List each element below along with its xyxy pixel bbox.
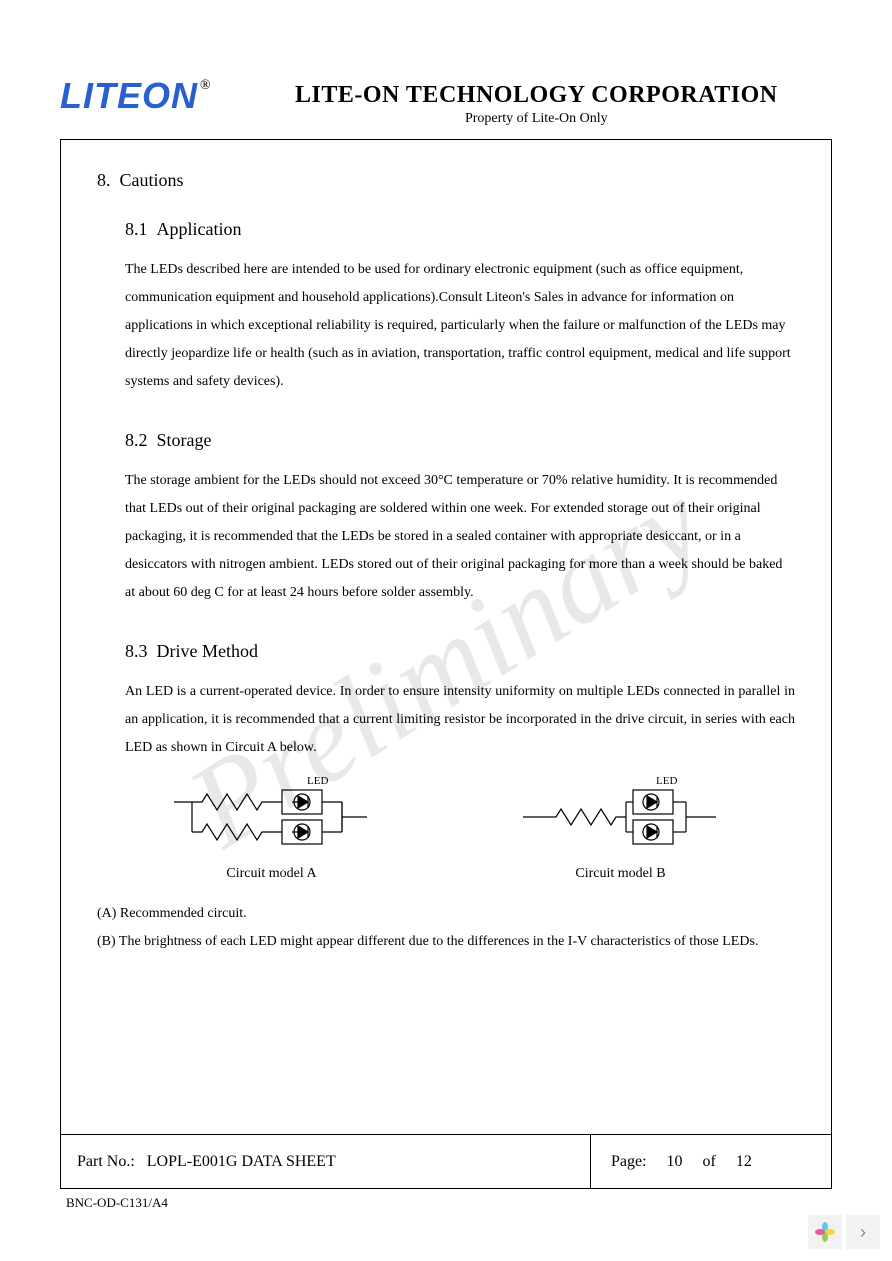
logo-text: LITEON — [60, 78, 198, 114]
registered-mark: ® — [200, 78, 211, 94]
sub-heading: 8.1 Application — [125, 219, 795, 240]
circuit-a: LED — [172, 772, 372, 882]
page-num: 10 — [667, 1153, 683, 1171]
footer-left: Part No.: LOPL-E001G DATA SHEET — [61, 1135, 591, 1188]
footer-right: Page: 10 of 12 — [591, 1135, 831, 1188]
storage-text: The storage ambient for the LEDs should … — [125, 467, 795, 607]
led-label: LED — [656, 775, 677, 787]
note-b: (B) The brightness of each LED might app… — [97, 928, 795, 956]
footer-row: Part No.: LOPL-E001G DATA SHEET Page: 10… — [61, 1134, 831, 1188]
logo: LITEON ® — [60, 78, 211, 114]
sub-title-text: Drive Method — [157, 641, 258, 661]
sub-heading: 8.3 Drive Method — [125, 641, 795, 662]
circuit-a-caption: Circuit model A — [226, 866, 316, 882]
sub-title-text: Application — [157, 219, 242, 239]
circuits-row: LED — [97, 772, 795, 882]
part-value: LOPL-E001G DATA SHEET — [147, 1153, 336, 1171]
section-title: Cautions — [120, 170, 184, 190]
sub-num: 8.2 — [125, 430, 148, 450]
sub-heading: 8.2 Storage — [125, 430, 795, 451]
subsection-application: 8.1 Application The LEDs described here … — [125, 219, 795, 396]
page-total: 12 — [736, 1153, 752, 1171]
corner-widget: › — [808, 1215, 880, 1249]
corp-title: LITE-ON TECHNOLOGY CORPORATION — [241, 82, 832, 109]
property-line: Property of Lite-On Only — [241, 111, 832, 127]
subsection-storage: 8.2 Storage The storage ambient for the … — [125, 430, 795, 607]
corp-block: LITE-ON TECHNOLOGY CORPORATION Property … — [241, 78, 832, 127]
of-label: of — [703, 1153, 716, 1171]
sub-num: 8.3 — [125, 641, 148, 661]
sub-title-text: Storage — [157, 430, 212, 450]
section-heading: 8. Cautions — [97, 170, 795, 191]
drive-method-text: An LED is a current-operated device. In … — [125, 678, 795, 762]
content-frame: Preliminary 8. Cautions 8.1 Application … — [60, 139, 832, 1189]
sub-num: 8.1 — [125, 219, 148, 239]
note-a: (A) Recommended circuit. — [97, 900, 795, 928]
header: LITEON ® LITE-ON TECHNOLOGY CORPORATION … — [60, 78, 832, 127]
flower-icon[interactable] — [808, 1215, 842, 1249]
circuit-b: LED — [521, 772, 721, 882]
circuit-b-diagram: LED — [521, 772, 721, 862]
circuit-a-diagram: LED — [172, 772, 372, 862]
doc-code: BNC-OD-C131/A4 — [66, 1195, 832, 1211]
section-num: 8. — [97, 170, 111, 190]
circuit-b-caption: Circuit model B — [575, 866, 665, 882]
subsection-drive-method: 8.3 Drive Method An LED is a current-ope… — [125, 641, 795, 762]
chevron-right-icon[interactable]: › — [846, 1215, 880, 1249]
page-label: Page: — [611, 1153, 647, 1171]
application-text: The LEDs described here are intended to … — [125, 256, 795, 396]
notes: (A) Recommended circuit. (B) The brightn… — [97, 900, 795, 956]
led-label: LED — [307, 775, 328, 787]
part-label: Part No.: — [77, 1153, 135, 1171]
page: LITEON ® LITE-ON TECHNOLOGY CORPORATION … — [0, 0, 892, 1261]
chevron-glyph: › — [860, 1222, 866, 1243]
